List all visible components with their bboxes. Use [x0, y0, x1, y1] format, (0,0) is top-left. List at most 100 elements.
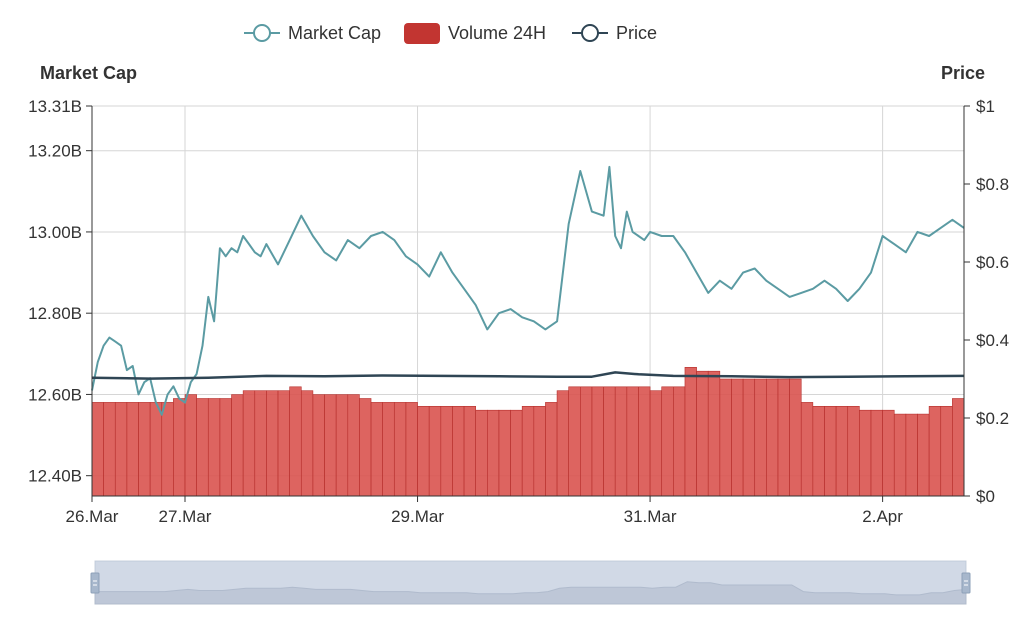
- volume-bar: [510, 409, 523, 497]
- x-tick-label: 29.Mar: [391, 507, 444, 526]
- legend-label: Volume 24H: [448, 23, 546, 43]
- right-tick-label: $1: [976, 97, 995, 116]
- volume-bar: [266, 390, 279, 497]
- volume-bar: [138, 402, 151, 497]
- zoom-handle-right[interactable]: [961, 572, 971, 594]
- volume-bar: [347, 394, 360, 497]
- volume-bar: [440, 405, 453, 497]
- volume-bar: [684, 366, 697, 497]
- left-axis-title: Market Cap: [40, 63, 137, 83]
- volume-bar: [556, 390, 569, 497]
- price-line: [91, 371, 965, 380]
- series-lines: [91, 165, 965, 416]
- volume-bar: [673, 386, 686, 497]
- volume-bar: [928, 405, 942, 497]
- volume-bar: [870, 409, 883, 497]
- legend-item-volume-24h[interactable]: Volume 24H: [404, 23, 546, 44]
- volume-bar: [568, 386, 581, 497]
- volume-bar: [719, 378, 732, 497]
- volume-bar: [591, 386, 604, 497]
- volume-bar: [545, 402, 558, 497]
- volume-bar: [835, 405, 849, 497]
- volume-bar: [649, 390, 663, 497]
- right-axis-title: Price: [941, 63, 985, 83]
- volume-bar: [452, 405, 465, 497]
- volume-bar: [300, 390, 314, 497]
- volume-bar: [603, 386, 616, 497]
- volume-bar: [893, 413, 907, 497]
- volume-bar: [184, 394, 197, 497]
- left-tick-label: 12.40B: [28, 467, 82, 486]
- volume-bar: [463, 405, 476, 497]
- volume-bar: [917, 413, 930, 497]
- legend-item-market-cap[interactable]: Market Cap: [244, 23, 381, 43]
- volume-bar: [847, 405, 860, 497]
- volume-bar: [777, 378, 790, 497]
- volume-bar: [196, 398, 209, 497]
- volume-bar: [614, 386, 628, 497]
- left-tick-label: 12.80B: [28, 304, 82, 323]
- volume-bar: [114, 402, 128, 497]
- volume-bar: [161, 402, 174, 497]
- legend-circle-icon: [581, 24, 599, 42]
- volume-bar: [661, 386, 674, 497]
- volume-bar: [277, 390, 290, 497]
- market-cap-line: [91, 165, 965, 416]
- volume-bar: [952, 398, 965, 497]
- left-tick-label: 13.31B: [28, 97, 82, 116]
- volume-bar: [940, 405, 953, 497]
- volume-bar: [126, 402, 139, 497]
- volume-bar: [742, 378, 756, 497]
- axes: 12.40B 12.60B 12.80B 13.00B 13.20B 13.31B $0 $0…: [28, 63, 1009, 526]
- volume-bar: [370, 402, 383, 497]
- volume-bar: [696, 370, 709, 497]
- left-tick-label: 13.20B: [28, 142, 82, 161]
- volume-bar: [219, 398, 232, 497]
- left-tick-label: 12.60B: [28, 385, 82, 404]
- x-tick-label: 26.Mar: [66, 507, 119, 526]
- volume-bar: [417, 405, 430, 497]
- volume-bar: [754, 378, 767, 497]
- datazoom-slider[interactable]: [90, 560, 971, 605]
- right-tick-label: $0.6: [976, 253, 1009, 272]
- volume-bar: [812, 405, 825, 497]
- right-tick-label: $0: [976, 487, 995, 506]
- volume-bar: [324, 394, 337, 497]
- volume-bar: [242, 390, 256, 497]
- zoom-handle-left[interactable]: [90, 572, 100, 594]
- volume-bar: [475, 409, 488, 497]
- x-tick-label: 31.Mar: [624, 507, 677, 526]
- legend[interactable]: Market Cap Volume 24H Price: [244, 23, 657, 44]
- volume-bar: [905, 413, 918, 497]
- volume-bar: [487, 409, 500, 497]
- volume-bar: [626, 386, 639, 497]
- volume-bars: [91, 366, 965, 497]
- volume-bar: [428, 405, 442, 497]
- volume-bar: [707, 370, 721, 497]
- legend-circle-icon: [253, 24, 271, 42]
- zoom-preview-area: [94, 581, 967, 605]
- volume-bar: [766, 378, 779, 497]
- volume-bar: [731, 378, 744, 497]
- volume-bar: [405, 402, 418, 497]
- right-tick-label: $0.8: [976, 175, 1009, 194]
- volume-bar: [638, 386, 651, 497]
- zoom-selection[interactable]: [95, 561, 966, 604]
- volume-bar: [800, 402, 814, 497]
- left-tick-label: 13.00B: [28, 223, 82, 242]
- legend-item-price[interactable]: Price: [572, 23, 657, 43]
- volume-bar: [254, 390, 267, 497]
- volume-bar: [91, 402, 104, 497]
- volume-bar: [382, 402, 395, 497]
- volume-bar: [533, 405, 546, 497]
- volume-bar: [335, 394, 349, 497]
- legend-swatch: [404, 23, 440, 44]
- volume-bar: [521, 405, 535, 497]
- volume-bar: [859, 409, 872, 497]
- volume-bar: [312, 394, 325, 497]
- legend-label: Price: [616, 23, 657, 43]
- right-tick-label: $0.2: [976, 409, 1009, 428]
- volume-bar: [289, 386, 302, 497]
